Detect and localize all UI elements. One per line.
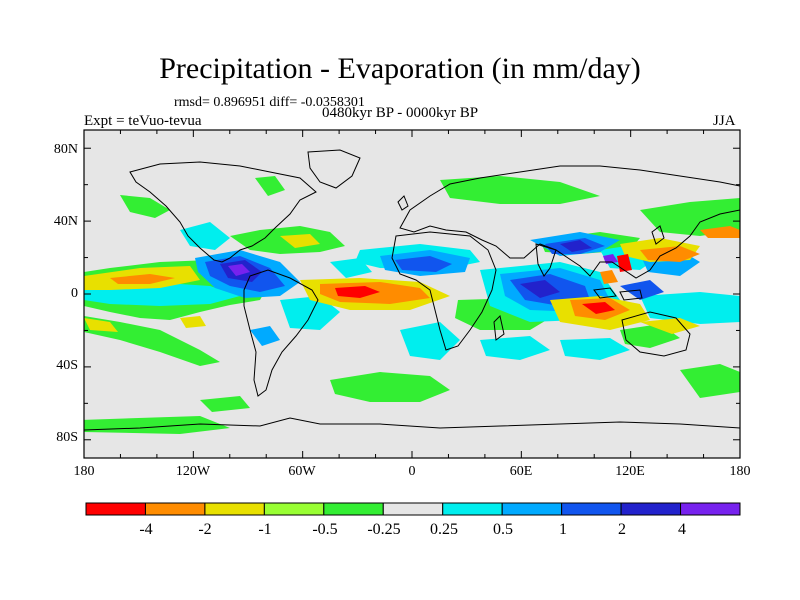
- lat-label-40n: 40N: [53, 214, 78, 229]
- colorbar-label: 4: [678, 521, 686, 538]
- lat-label-0: 0: [71, 286, 78, 301]
- lon-label-120w: 120W: [175, 464, 211, 479]
- colorbar-label: 1: [559, 521, 567, 538]
- experiment-label: Expt = teVuo-tevua: [84, 113, 202, 129]
- colorbar-box: [382, 502, 444, 516]
- lon-label-0: 0: [408, 464, 416, 479]
- colorbar-label: -4: [139, 521, 153, 538]
- lat-label-40s: 40S: [56, 358, 78, 373]
- lon-label-60w: 60W: [288, 464, 316, 479]
- lat-label-80s: 80S: [56, 430, 78, 445]
- colorbar-box: [263, 502, 325, 516]
- colorbar-label: -0.5: [312, 521, 338, 538]
- colorbar-label: 0.25: [430, 521, 458, 538]
- colorbar-box: [620, 502, 682, 516]
- lat-label-80n: 80N: [53, 142, 78, 157]
- lon-label-180e: 180: [729, 464, 751, 479]
- colorbar-box: [680, 502, 741, 516]
- colorbar-box: [204, 502, 265, 516]
- colorbar-label: -2: [198, 521, 212, 538]
- anomaly-field: [84, 149, 740, 434]
- lon-label-120e: 120E: [615, 464, 645, 479]
- colorbar-label: -1: [258, 521, 272, 538]
- stats-label: rmsd= 0.896951 diff= -0.0358301: [174, 95, 365, 110]
- colorbar-label: -0.25: [367, 521, 401, 538]
- period-label: 0480kyr BP - 0000kyr BP: [322, 105, 479, 121]
- colorbar-box: [144, 502, 206, 516]
- colorbar-label: 2: [618, 521, 626, 538]
- colorbar-box: [323, 502, 384, 516]
- lon-label-60e: 60E: [509, 464, 533, 479]
- colorbar-box: [501, 502, 563, 516]
- colorbar-label: 0.5: [493, 521, 513, 538]
- lon-label-180w: 180: [73, 464, 95, 479]
- coastlines: [84, 149, 740, 431]
- colorbar-box: [85, 502, 146, 516]
- colorbar-box: [561, 502, 622, 516]
- colorbar: [85, 502, 741, 516]
- axis-ticks: [83, 130, 741, 458]
- plot-title: Precipitation - Evaporation (in mm/day): [159, 52, 641, 85]
- colorbar-box: [442, 502, 503, 516]
- season-label: JJA: [713, 113, 736, 129]
